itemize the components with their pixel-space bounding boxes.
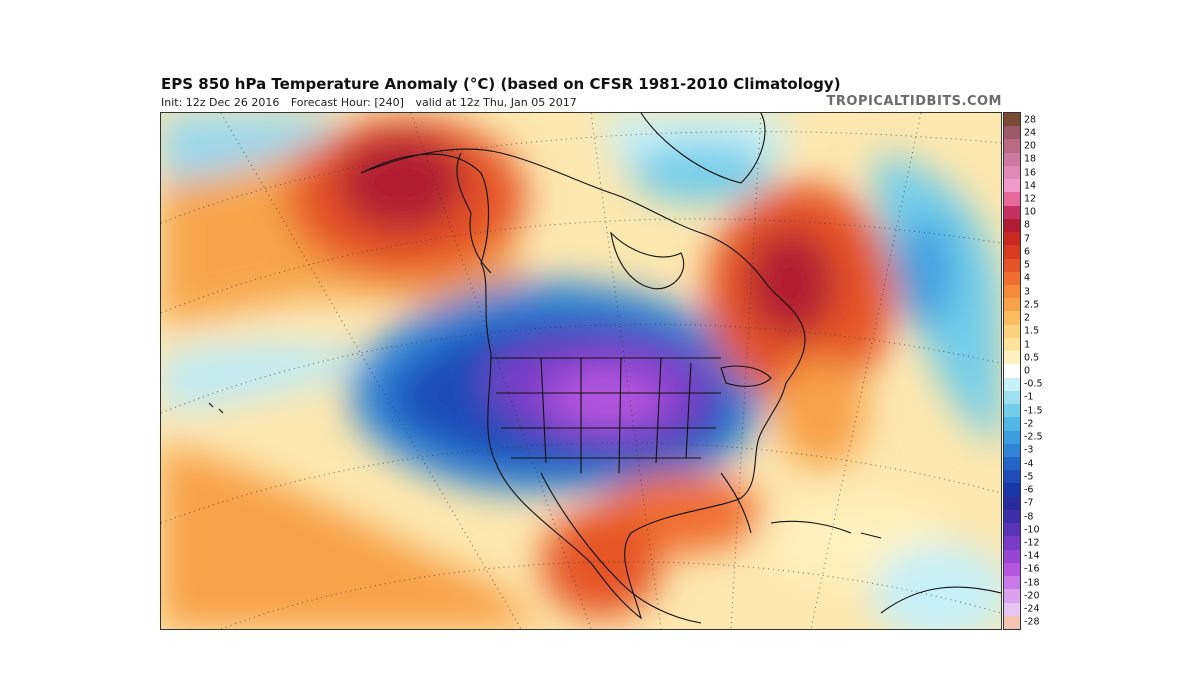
colorbar-swatch xyxy=(1004,523,1020,537)
colorbar-swatch xyxy=(1004,404,1020,418)
valid-time: valid at 12z Thu, Jan 05 2017 xyxy=(415,96,577,109)
colorbar-swatch xyxy=(1004,205,1020,220)
colorbar-swatch xyxy=(1004,576,1020,590)
colorbar-swatch xyxy=(1004,536,1020,551)
colorbar-swatch xyxy=(1004,165,1020,180)
colorbar-swatch xyxy=(1004,285,1020,299)
colorbar-tick-label: 16 xyxy=(1024,167,1037,179)
colorbar-swatch xyxy=(1004,337,1020,352)
colorbar-tick-label: 1 xyxy=(1024,339,1031,351)
colorbar-tick-label: -14 xyxy=(1024,550,1040,562)
colorbar-swatch xyxy=(1004,430,1020,445)
colorbar-tick-label: 4 xyxy=(1024,272,1031,284)
colorbar-swatch xyxy=(1004,602,1020,617)
colorbar-swatch xyxy=(1004,562,1020,577)
colorbar-swatch xyxy=(1004,113,1020,127)
colorbar-swatch xyxy=(1004,192,1020,207)
colorbar-swatch xyxy=(1004,364,1020,379)
colorbar-tick-label: -8 xyxy=(1024,511,1034,523)
colorbar-tick-label: -6 xyxy=(1024,484,1034,496)
colorbar-swatch xyxy=(1004,245,1020,260)
colorbar-tick-label: -18 xyxy=(1024,577,1040,589)
colorbar-swatch xyxy=(1004,218,1020,233)
coastlines xyxy=(208,113,1001,624)
colorbar-tick-label: -28 xyxy=(1024,616,1040,628)
colorbar-tick-label: 3 xyxy=(1024,286,1031,298)
colorbar-tick-label: 24 xyxy=(1024,127,1037,139)
colorbar-labels: 28 24 20 18 16 14 12 10 8 7 6 5 4 3 2.5 2 1.5 1 0.5 0 -0.5 -1… xyxy=(1024,112,1064,630)
colorbar-tick-label: -5 xyxy=(1024,471,1034,483)
colorbar-swatch xyxy=(1004,509,1020,524)
colorbar-swatch xyxy=(1004,152,1020,167)
colorbar-tick-label: 5 xyxy=(1024,259,1031,271)
colorbar-swatch xyxy=(1004,298,1020,312)
colorbar-swatch xyxy=(1004,417,1020,432)
colorbar-swatch xyxy=(1004,139,1020,154)
colorbar-tick-label: -16 xyxy=(1024,563,1040,575)
colorbar-tick-label: -1.5 xyxy=(1024,405,1043,417)
colorbar-tick-label: -12 xyxy=(1024,537,1040,549)
colorbar-tick-label: 6 xyxy=(1024,246,1031,258)
colorbar-tick-label: -1 xyxy=(1024,391,1034,403)
colorbar-tick-label: -0.5 xyxy=(1024,378,1043,390)
colorbar-tick-label: 0.5 xyxy=(1024,352,1040,364)
colorbar-swatch xyxy=(1004,126,1020,140)
colorbar-tick-label: 28 xyxy=(1024,114,1037,126)
colorbar-tick-label: -3 xyxy=(1024,444,1034,456)
brand-watermark: TROPICALTIDBITS.COM xyxy=(826,94,1002,109)
colorbar-swatch xyxy=(1004,549,1020,564)
init-time: Init: 12z Dec 26 2016 xyxy=(161,96,280,109)
colorbar-tick-label: 2 xyxy=(1024,312,1031,324)
colorbar-tick-label: 20 xyxy=(1024,140,1037,152)
colorbar-tick-label: 14 xyxy=(1024,180,1037,192)
colorbar-tick-label: 7 xyxy=(1024,233,1031,245)
map-subtitle: Init: 12z Dec 26 2016 Forecast Hour: [24… xyxy=(161,96,585,109)
colorbar-tick-label: 12 xyxy=(1024,193,1037,205)
colorbar-swatch xyxy=(1004,615,1020,630)
colorbar-tick-label: -20 xyxy=(1024,590,1040,602)
colorbar-tick-label: 0 xyxy=(1024,365,1031,377)
colorbar-swatch xyxy=(1004,470,1020,484)
colorbar-tick-label: 18 xyxy=(1024,153,1037,165)
anomaly-map xyxy=(160,112,1002,630)
colorbar-swatch xyxy=(1004,351,1020,365)
colorbar-tick-label: -2.5 xyxy=(1024,431,1043,443)
colorbar-swatch xyxy=(1004,443,1020,458)
colorbar-tick-label: 2.5 xyxy=(1024,299,1040,311)
colorbar-swatch xyxy=(1004,589,1020,604)
colorbar-tick-label: 8 xyxy=(1024,219,1031,231)
map-title: EPS 850 hPa Temperature Anomaly (°C) (ba… xyxy=(161,75,841,93)
colorbar-tick-label: -7 xyxy=(1024,497,1034,509)
colorbar-tick-label: -4 xyxy=(1024,458,1034,470)
colorbar-swatch xyxy=(1004,483,1020,498)
colorbar-tick-label: -2 xyxy=(1024,418,1034,430)
colorbar-swatch xyxy=(1004,232,1020,246)
colorbar-swatch xyxy=(1004,390,1020,405)
colorbar-swatch xyxy=(1004,271,1020,286)
colorbar-swatch xyxy=(1004,179,1020,193)
colorbar-tick-label: -24 xyxy=(1024,603,1040,615)
colorbar-swatch xyxy=(1004,324,1020,339)
colorbar-swatch xyxy=(1004,457,1020,471)
colorbar xyxy=(1003,112,1021,630)
colorbar-tick-label: -10 xyxy=(1024,524,1040,536)
forecast-hour: Forecast Hour: [240] xyxy=(290,96,404,109)
colorbar-swatch xyxy=(1004,377,1020,392)
graticule xyxy=(161,113,1001,629)
colorbar-swatch xyxy=(1004,311,1020,326)
colorbar-swatch xyxy=(1004,496,1020,511)
colorbar-tick-label: 1.5 xyxy=(1024,325,1040,337)
colorbar-swatch xyxy=(1004,258,1020,273)
colorbar-tick-label: 10 xyxy=(1024,206,1037,218)
